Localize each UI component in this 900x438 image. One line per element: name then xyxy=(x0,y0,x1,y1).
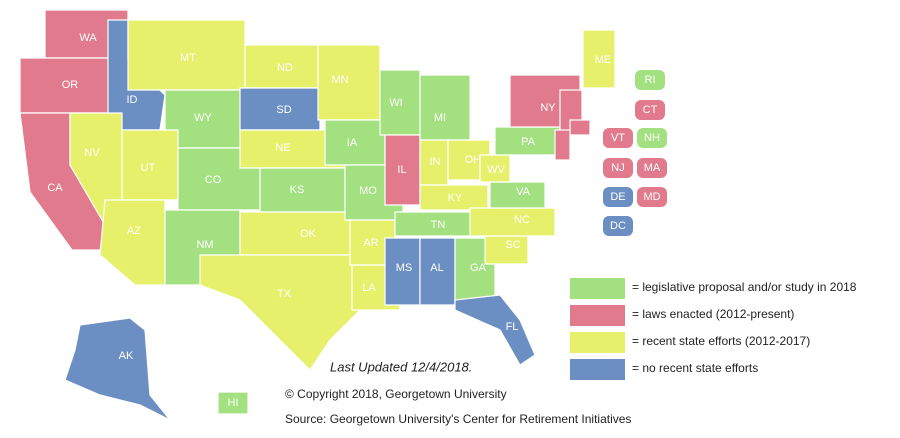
state-box xyxy=(635,100,665,120)
state xyxy=(199,254,361,371)
legend-swatch xyxy=(570,332,625,353)
state-label: AK xyxy=(119,350,134,362)
state xyxy=(582,29,616,89)
legend-swatch xyxy=(570,359,625,380)
state-box xyxy=(603,158,633,178)
state-label: WY xyxy=(194,112,212,124)
state-label: NE xyxy=(275,142,290,154)
state-box xyxy=(603,216,633,236)
state-label: OR xyxy=(62,79,79,91)
state-label: IL xyxy=(397,164,406,176)
state-label: LA xyxy=(362,282,376,294)
small-state-shape xyxy=(569,119,591,136)
state-label: OK xyxy=(300,228,317,240)
state-label: MI xyxy=(434,112,446,124)
state-label: IA xyxy=(347,137,358,149)
state xyxy=(239,211,356,256)
state-label: IN xyxy=(430,156,441,168)
legend-label: = laws enacted (2012-present) xyxy=(632,307,794,321)
last-updated: Last Updated 12/4/2018. xyxy=(330,359,472,374)
state xyxy=(99,199,166,286)
state-label: TN xyxy=(431,219,446,231)
state-label: VA xyxy=(516,186,531,198)
state-label: HI xyxy=(228,397,239,409)
state-box xyxy=(637,128,667,148)
state xyxy=(217,391,249,415)
state-label: CO xyxy=(205,174,222,186)
state-box-label: VT xyxy=(611,132,625,144)
legend-swatch xyxy=(570,278,625,299)
state-label: MS xyxy=(396,262,413,274)
state-box xyxy=(637,158,667,178)
state-label: NC xyxy=(514,214,530,226)
legend-label: = no recent state efforts xyxy=(632,361,758,375)
state-label: SC xyxy=(505,239,520,251)
state-box-label: NJ xyxy=(611,162,624,174)
state-box-label: DC xyxy=(610,220,626,232)
state xyxy=(64,317,171,421)
state-box-label: RI xyxy=(645,74,656,86)
state-label: KS xyxy=(290,184,305,196)
state-label: WV xyxy=(487,164,505,176)
state-label: TX xyxy=(277,288,292,300)
legend-label: = legislative proposal and/or study in 2… xyxy=(632,280,857,294)
state-label: GA xyxy=(470,262,487,274)
state-box xyxy=(637,187,667,207)
state-box-label: MD xyxy=(643,191,660,203)
source: Source: Georgetown University's Center f… xyxy=(285,412,631,426)
state-label: WA xyxy=(79,32,97,44)
state-label: CA xyxy=(47,182,63,194)
state-box-label: DE xyxy=(610,191,625,203)
state-label: PA xyxy=(521,136,536,148)
state-box xyxy=(603,128,633,148)
state-box-label: CT xyxy=(643,104,658,116)
state-label: OH xyxy=(465,154,482,166)
state-label: FL xyxy=(506,321,519,333)
state-label: MO xyxy=(359,185,377,197)
state-box xyxy=(603,187,633,207)
state-label: AL xyxy=(430,262,443,274)
state-box xyxy=(635,70,665,90)
state-label: WI xyxy=(389,97,402,109)
state-label: ME xyxy=(595,54,612,66)
state-label: ND xyxy=(277,62,293,74)
state xyxy=(489,181,546,209)
small-state-shape xyxy=(554,129,571,161)
state-label: UT xyxy=(141,162,156,174)
state-label: NY xyxy=(540,102,556,114)
state-label: MN xyxy=(331,74,348,86)
state-label: NM xyxy=(196,239,213,251)
state-label: ID xyxy=(127,94,138,106)
state-label: KY xyxy=(448,192,463,204)
state xyxy=(469,207,556,237)
state xyxy=(419,74,471,141)
copyright: © Copyright 2018, Georgetown University xyxy=(285,387,507,401)
state-box-label: NH xyxy=(644,132,660,144)
legend-swatch xyxy=(570,305,625,326)
state-label: SD xyxy=(276,104,291,116)
legend-label: = recent state efforts (2012-2017) xyxy=(632,334,810,348)
state-label: AR xyxy=(363,237,378,249)
state xyxy=(317,44,381,121)
state xyxy=(454,294,536,366)
state-label: NV xyxy=(84,147,100,159)
state-label: AZ xyxy=(127,225,141,237)
state-box-label: MA xyxy=(644,162,661,174)
state-label: MT xyxy=(180,52,196,64)
